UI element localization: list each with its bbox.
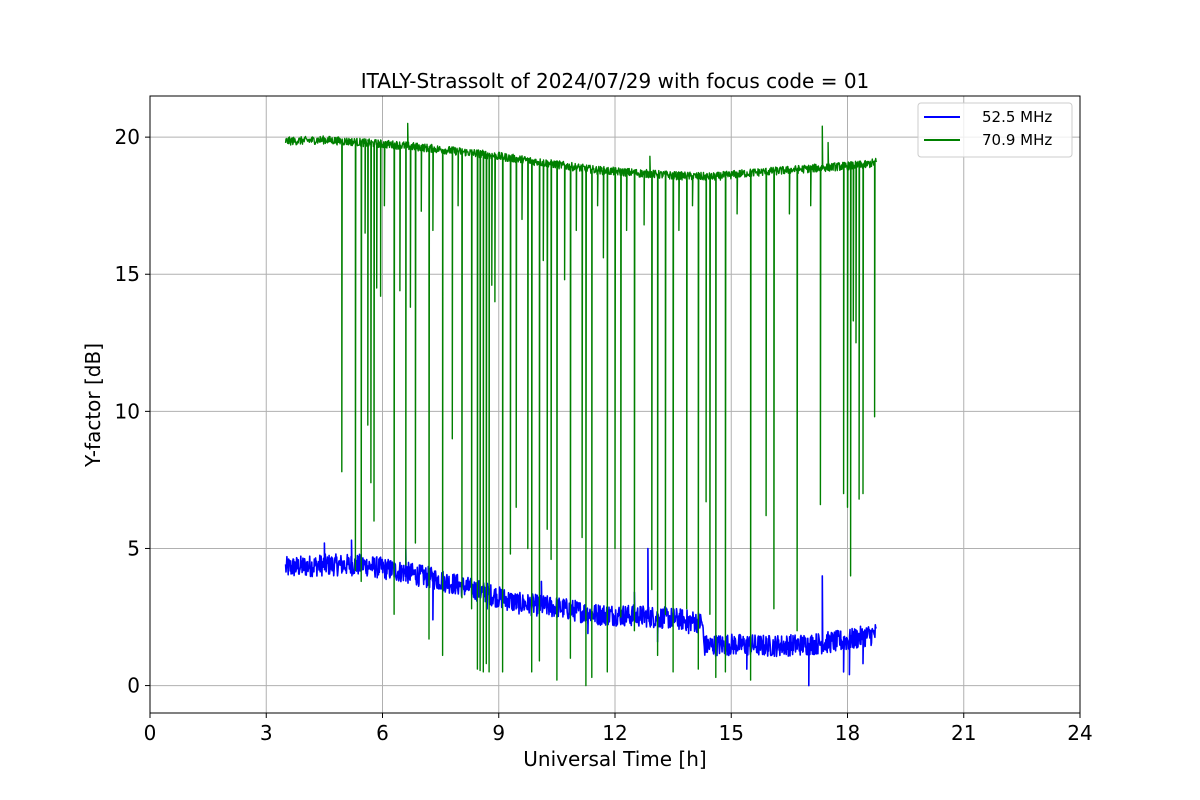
x-tick-label: 15: [719, 721, 744, 745]
x-tick-label: 18: [835, 721, 860, 745]
legend-label-70-9: 70.9 MHz: [982, 131, 1052, 149]
series-line-70-9-mhz: [284, 122, 878, 687]
x-tick-label: 21: [951, 721, 976, 745]
axis-ticks: 0 3 6 9 12 15 18 21 24 0 5 10 15 20: [115, 125, 1093, 745]
x-axis-label: Universal Time [h]: [523, 747, 706, 771]
x-tick-label: 12: [602, 721, 627, 745]
y-tick-label: 5: [127, 536, 140, 560]
y-tick-label: 20: [115, 125, 140, 149]
legend-label-52-5: 52.5 MHz: [982, 108, 1052, 126]
x-tick-label: 6: [376, 721, 389, 745]
y-tick-label: 0: [127, 674, 140, 698]
x-tick-label: 24: [1067, 721, 1092, 745]
x-tick-label: 3: [260, 721, 273, 745]
y-tick-label: 15: [115, 262, 140, 286]
x-tick-label: 9: [492, 721, 505, 745]
chart-title: ITALY-Strassolt of 2024/07/29 with focus…: [361, 69, 870, 93]
y-tick-label: 10: [115, 399, 140, 423]
x-tick-label: 0: [144, 721, 157, 745]
legend: 52.5 MHz 70.9 MHz: [917, 102, 1073, 158]
series-layer: [284, 122, 878, 687]
series-line-52-5-mhz: [284, 539, 878, 687]
y-axis-label: Y-factor [dB]: [81, 343, 105, 468]
